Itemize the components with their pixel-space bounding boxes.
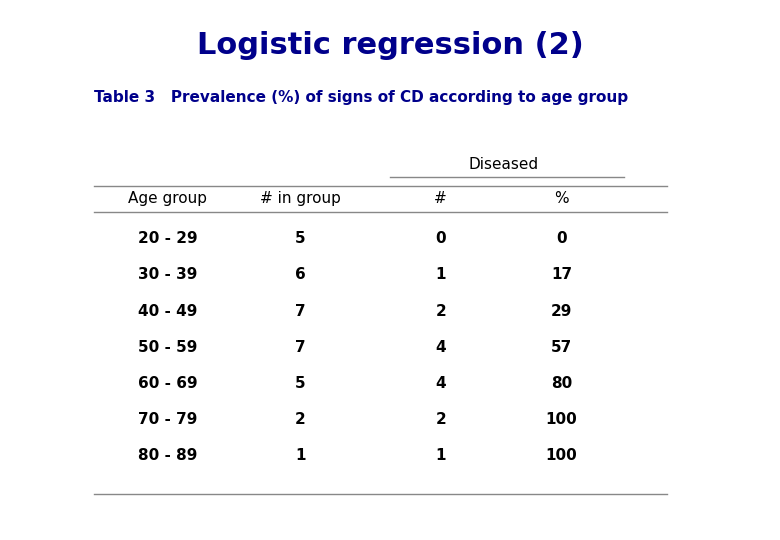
Text: 0: 0 <box>556 231 567 246</box>
Text: 29: 29 <box>551 303 573 319</box>
Text: 57: 57 <box>551 340 573 355</box>
Text: 60 - 69: 60 - 69 <box>138 376 197 391</box>
Text: 1: 1 <box>435 448 446 463</box>
Text: 80 - 89: 80 - 89 <box>138 448 197 463</box>
Text: Diseased: Diseased <box>468 157 538 172</box>
Text: 2: 2 <box>295 412 306 427</box>
Text: 1: 1 <box>295 448 306 463</box>
Text: 40 - 49: 40 - 49 <box>138 303 197 319</box>
Text: %: % <box>555 191 569 206</box>
Text: 17: 17 <box>551 267 573 282</box>
Text: #: # <box>434 191 447 206</box>
Text: 30 - 39: 30 - 39 <box>138 267 197 282</box>
Text: 4: 4 <box>435 376 446 391</box>
Text: 6: 6 <box>295 267 306 282</box>
Text: 80: 80 <box>551 376 573 391</box>
Text: 7: 7 <box>295 303 306 319</box>
Text: Table 3   Prevalence (%) of signs of CD according to age group: Table 3 Prevalence (%) of signs of CD ac… <box>94 90 628 105</box>
Text: 2: 2 <box>435 303 446 319</box>
Text: 70 - 79: 70 - 79 <box>138 412 197 427</box>
Text: 50 - 59: 50 - 59 <box>138 340 197 355</box>
Text: 100: 100 <box>546 448 577 463</box>
Text: 20 - 29: 20 - 29 <box>138 231 197 246</box>
Text: 0: 0 <box>435 231 446 246</box>
Text: Logistic regression (2): Logistic regression (2) <box>197 31 583 60</box>
Text: 4: 4 <box>435 340 446 355</box>
Text: 1: 1 <box>435 267 446 282</box>
Text: 5: 5 <box>295 376 306 391</box>
Text: 2: 2 <box>435 412 446 427</box>
Text: # in group: # in group <box>260 191 341 206</box>
Text: Age group: Age group <box>128 191 207 206</box>
Text: 7: 7 <box>295 340 306 355</box>
Text: 5: 5 <box>295 231 306 246</box>
Text: 100: 100 <box>546 412 577 427</box>
